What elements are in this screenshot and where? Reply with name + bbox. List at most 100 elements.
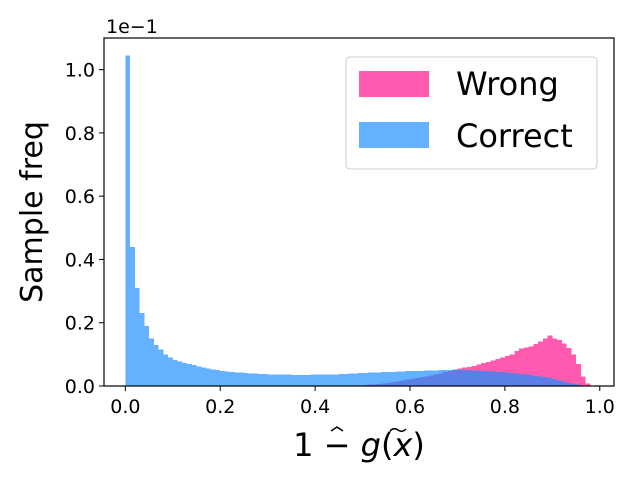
histogram-bar-correct — [253, 373, 259, 386]
histogram-bar-correct — [187, 363, 192, 386]
histogram-bar-wrong — [476, 364, 482, 371]
histogram-bar-wrong — [580, 376, 586, 386]
histogram-bar-overlap — [519, 373, 524, 386]
histogram-bar-correct — [196, 366, 202, 386]
histogram-bar-correct — [348, 373, 354, 386]
x-axis-ticks: 0.0 0.2 0.4 0.6 0.8 1.0 — [110, 386, 615, 418]
histogram-bar-correct — [139, 313, 145, 386]
histogram-bar-overlap — [514, 373, 520, 386]
y-tick-label: 0.0 — [65, 376, 95, 398]
histogram-bar-correct — [220, 370, 225, 386]
histogram-bar-wrong — [523, 347, 529, 375]
histogram-bar-correct — [201, 367, 206, 386]
histogram-bar-overlap — [542, 377, 548, 386]
histogram-bar-correct — [343, 373, 349, 386]
histogram-bar-overlap — [462, 370, 467, 386]
histogram-bars — [125, 55, 591, 387]
histogram-bar-overlap — [452, 370, 458, 386]
histogram-bar-correct — [372, 372, 377, 385]
histogram-bar-overlap — [481, 370, 486, 386]
histogram-bar-overlap — [528, 375, 534, 386]
histogram-bar-wrong — [585, 383, 591, 386]
histogram-bar-correct — [153, 344, 159, 386]
histogram-bar-overlap — [547, 378, 553, 386]
histogram-bar-overlap — [414, 378, 420, 386]
histogram-bar-correct — [305, 374, 311, 386]
histogram-bar-wrong — [571, 354, 577, 384]
histogram-bar-wrong — [495, 359, 501, 372]
histogram-bar-correct — [210, 369, 216, 386]
y-tick-label: 0.8 — [65, 123, 95, 145]
legend-label-correct: Correct — [456, 117, 573, 155]
histogram-bar-correct — [291, 374, 297, 386]
histogram-bar-correct — [149, 338, 154, 386]
histogram-bar-correct — [163, 354, 169, 386]
histogram-bar-wrong — [500, 357, 505, 373]
histogram-bar-correct — [243, 373, 249, 386]
legend-swatch-correct — [359, 122, 429, 148]
histogram-bar-overlap — [424, 376, 429, 386]
x-label-paren-close: ) — [412, 426, 424, 464]
histogram-bar-correct — [281, 374, 287, 386]
histogram-bar-correct — [386, 371, 392, 383]
histogram-bar-correct — [447, 370, 453, 371]
histogram-bar-correct — [367, 372, 373, 385]
histogram-bar-correct — [438, 370, 444, 374]
histogram-bar-correct — [215, 370, 221, 386]
histogram-bar-correct — [414, 370, 420, 379]
histogram-bar-overlap — [538, 376, 543, 386]
histogram-bar-wrong — [509, 354, 515, 374]
histogram-bar-correct — [329, 374, 335, 386]
histogram-bar-overlap — [561, 381, 567, 386]
histogram-bar-overlap — [566, 382, 572, 386]
legend-label-wrong: Wrong — [456, 65, 559, 103]
y-axis-label: Sample freq — [15, 121, 50, 303]
histogram-bar-overlap — [410, 379, 415, 386]
histogram-bar-overlap — [571, 383, 577, 386]
histogram-bar-correct — [424, 370, 429, 377]
y-scale-label: 1e−1 — [106, 16, 158, 38]
histogram-bar-correct — [286, 374, 292, 386]
x-tick-label: 0.0 — [110, 396, 140, 418]
histogram-bar-overlap — [405, 379, 410, 386]
histogram-bar-correct — [182, 362, 188, 386]
histogram-bar-wrong — [519, 348, 524, 374]
histogram-bar-correct — [310, 374, 316, 386]
x-tick-label: 1.0 — [585, 396, 615, 418]
x-tick-label: 0.6 — [395, 396, 425, 418]
histogram-bar-overlap — [509, 373, 515, 386]
histogram-bar-correct — [400, 371, 406, 381]
histogram-bar-correct — [443, 370, 448, 373]
histogram-bar-overlap — [495, 371, 501, 386]
histogram-bar-overlap — [523, 374, 529, 386]
histogram-bar-correct — [144, 325, 150, 386]
histogram-bar-wrong — [538, 341, 543, 377]
histogram-bar-correct — [357, 373, 363, 386]
histogram-bar-overlap — [428, 375, 434, 386]
histogram-bar-overlap — [386, 382, 392, 386]
histogram-bar-overlap — [438, 373, 444, 386]
histogram-bar-correct — [376, 372, 382, 385]
histogram-bar-overlap — [443, 372, 448, 386]
histogram-bar-correct — [300, 374, 306, 386]
histogram-bar-wrong — [547, 335, 553, 379]
histogram-bar-correct — [272, 374, 278, 386]
histogram-bar-overlap — [381, 383, 387, 386]
histogram-bar-wrong — [457, 368, 463, 371]
histogram-bar-correct — [130, 246, 135, 386]
histogram-bar-wrong — [504, 355, 510, 373]
x-tick-label: 0.2 — [205, 396, 235, 418]
plot-frame — [103, 37, 615, 387]
histogram-bar-correct — [248, 373, 254, 386]
histogram-bar-overlap — [490, 371, 496, 386]
x-tick-label: 0.4 — [300, 396, 330, 418]
histogram-bar-overlap — [372, 384, 377, 386]
x-label-hat-on-g — [330, 426, 344, 432]
histogram-bar-wrong — [471, 365, 477, 371]
x-label-g: g — [361, 426, 381, 464]
histogram-bar-correct — [338, 373, 344, 386]
histogram-bar-overlap — [485, 371, 491, 386]
histogram-bar-correct — [234, 372, 240, 386]
histogram-bar-correct — [229, 371, 235, 386]
x-label-x: x — [392, 426, 413, 464]
